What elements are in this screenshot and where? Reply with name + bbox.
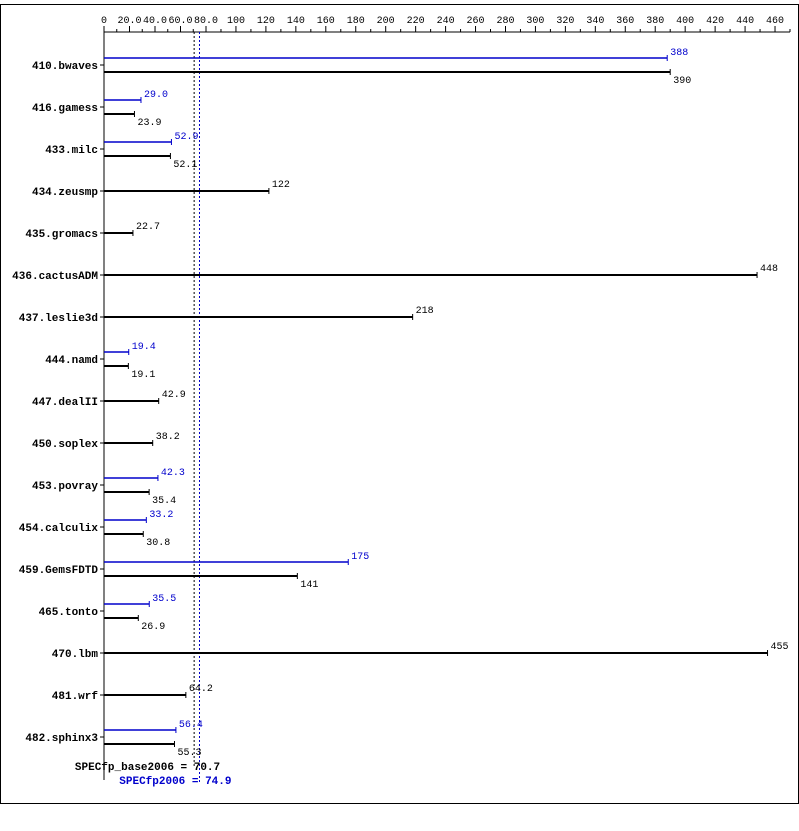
- x-tick-label: 360: [616, 16, 634, 27]
- x-tick-label: 160: [317, 16, 335, 27]
- x-tick-label: 320: [556, 16, 574, 27]
- benchmark-label: 482.sphinx3: [25, 733, 98, 745]
- x-tick-label: 420: [706, 16, 724, 27]
- value-base: 42.9: [162, 390, 186, 401]
- value-peak: 388: [670, 48, 688, 59]
- x-tick-label: 220: [407, 16, 425, 27]
- x-tick-label: 120: [257, 16, 275, 27]
- benchmark-label: 465.tonto: [39, 607, 99, 619]
- x-tick-label: 440: [736, 16, 754, 27]
- benchmark-label: 481.wrf: [52, 691, 99, 703]
- value-base: 23.9: [137, 118, 161, 129]
- x-tick-label: 300: [526, 16, 544, 27]
- value-base: 30.8: [146, 538, 170, 549]
- x-tick-label: 100: [227, 16, 245, 27]
- x-tick-label: 240: [437, 16, 455, 27]
- value-peak: 42.3: [161, 468, 185, 479]
- benchmark-label: 410.bwaves: [32, 61, 98, 73]
- value-peak: 52.9: [174, 132, 198, 143]
- benchmark-label: 437.leslie3d: [19, 313, 98, 325]
- benchmark-label: 434.zeusmp: [32, 187, 98, 199]
- x-tick-label: 0: [101, 16, 107, 27]
- x-tick-label: 340: [586, 16, 604, 27]
- benchmark-label: 435.gromacs: [25, 229, 98, 241]
- value-peak: 19.4: [132, 342, 156, 353]
- x-tick-label: 180: [347, 16, 365, 27]
- x-tick-label: 260: [467, 16, 485, 27]
- value-base: 141: [300, 580, 318, 591]
- value-peak: 29.0: [144, 90, 168, 101]
- benchmark-label: 450.soplex: [32, 439, 98, 451]
- value-base: 218: [416, 306, 434, 317]
- benchmark-label: 470.lbm: [52, 649, 99, 661]
- x-tick-label: 380: [646, 16, 664, 27]
- x-tick-label: 40.0: [143, 16, 167, 27]
- benchmark-label: 454.calculix: [19, 523, 99, 535]
- value-base: 122: [272, 180, 290, 191]
- benchmark-label: 459.GemsFDTD: [19, 565, 99, 577]
- value-peak: 35.5: [152, 594, 176, 605]
- spec-benchmark-chart: 0 20.040.060.080.0 100 120 140 160 180 200 220 24…: [0, 4, 799, 804]
- chart-border: [1, 5, 799, 804]
- x-tick-label: 60.0: [168, 16, 192, 27]
- benchmark-label: 416.gamess: [32, 103, 98, 115]
- value-base: 38.2: [156, 432, 180, 443]
- x-tick-label: 20.0: [117, 16, 141, 27]
- value-base: 64.2: [189, 684, 213, 695]
- footer-base-label: SPECfp_base2006 = 70.7: [75, 762, 220, 774]
- benchmark-label: 433.milc: [45, 145, 98, 157]
- value-base: 55.3: [178, 748, 202, 759]
- value-base: 52.1: [173, 160, 197, 171]
- value-base: 26.9: [141, 622, 165, 633]
- value-base: 448: [760, 264, 778, 275]
- value-base: 455: [771, 642, 789, 653]
- x-tick-label: 460: [766, 16, 784, 27]
- value-base: 35.4: [152, 496, 176, 507]
- benchmark-label: 447.dealII: [32, 397, 98, 409]
- x-tick-label: 200: [377, 16, 395, 27]
- value-peak: 33.2: [149, 510, 173, 521]
- x-tick-label: 280: [496, 16, 514, 27]
- benchmark-label: 444.namd: [45, 355, 98, 367]
- x-tick-label: 140: [287, 16, 305, 27]
- x-tick-label: 400: [676, 16, 694, 27]
- value-base: 22.7: [136, 222, 160, 233]
- value-peak: 56.4: [179, 720, 203, 731]
- benchmark-label: 453.povray: [32, 481, 98, 493]
- value-base: 19.1: [131, 370, 155, 381]
- footer-peak-label: SPECfp2006 = 74.9: [119, 776, 231, 788]
- value-peak: 175: [351, 552, 369, 563]
- value-base: 390: [673, 76, 691, 87]
- x-tick-label: 80.0: [194, 16, 218, 27]
- benchmark-label: 436.cactusADM: [12, 271, 98, 283]
